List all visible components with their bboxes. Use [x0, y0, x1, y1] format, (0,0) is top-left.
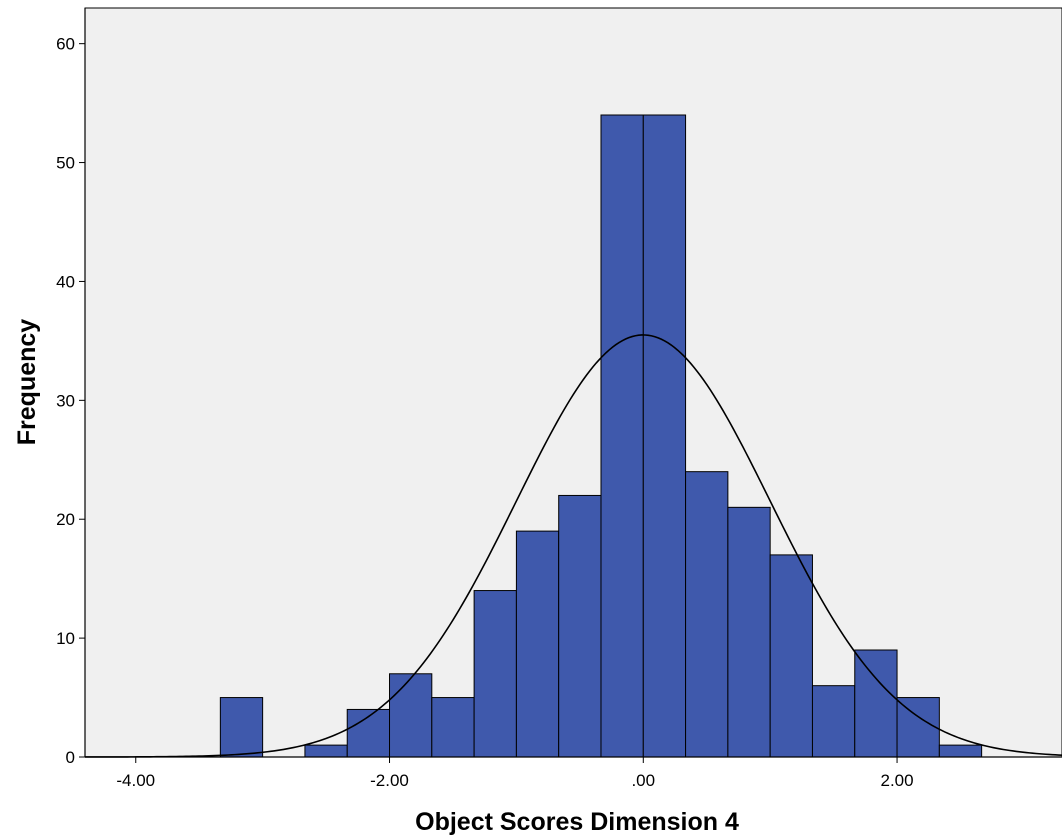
y-tick-label-4: 40	[56, 272, 75, 291]
histogram-bar-11	[685, 471, 729, 758]
y-axis: 0 10 20 30 40 50 60	[56, 35, 85, 767]
y-tick-label-0: 0	[66, 748, 75, 767]
histogram-bar-14	[811, 685, 856, 758]
y-tick-label-3: 30	[56, 391, 75, 410]
histogram-bar-5	[431, 697, 475, 758]
y-tick-label-6: 60	[56, 35, 75, 54]
histogram-bar-17	[938, 744, 983, 758]
y-tick-label-5: 50	[56, 154, 75, 173]
histogram-bar-9	[600, 114, 644, 758]
x-tick-label-0: -4.00	[116, 771, 155, 790]
x-tick-label-1: -2.00	[370, 771, 409, 790]
y-axis-title: Frequency	[13, 319, 41, 446]
x-tick-label-3: 2.00	[881, 771, 914, 790]
histogram-bar-7	[515, 530, 560, 758]
histogram-bar-4	[389, 673, 433, 758]
histogram-bar-16	[896, 697, 940, 758]
histogram-bar-15	[854, 649, 898, 758]
y-tick-label-2: 20	[56, 510, 75, 529]
histogram-bar-10	[642, 114, 687, 758]
histogram-bars	[219, 114, 983, 758]
histogram-bar-13	[769, 554, 813, 758]
x-axis: -4.00 -2.00 .00 2.00	[116, 757, 914, 790]
histogram-bar-6	[473, 590, 517, 758]
x-axis-title: Object Scores Dimension 4	[415, 808, 739, 836]
histogram-bar-2	[304, 744, 348, 758]
normal-curve	[85, 334, 1062, 758]
histogram-bar-8	[558, 494, 602, 758]
histogram-bar-0	[219, 697, 264, 758]
histogram-bar-12	[727, 506, 771, 758]
y-tick-label-1: 10	[56, 629, 75, 648]
x-tick-label-2: .00	[631, 771, 655, 790]
